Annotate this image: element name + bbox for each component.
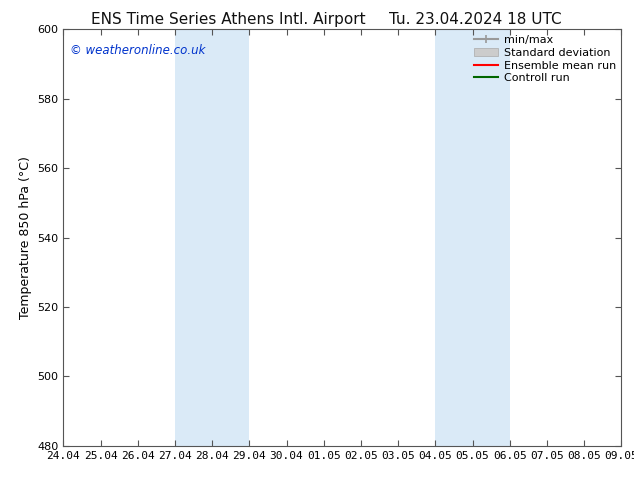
Bar [436, 29, 510, 446]
Text: © weatheronline.co.uk: © weatheronline.co.uk [70, 44, 205, 57]
Y-axis label: Temperature 850 hPa (°C): Temperature 850 hPa (°C) [19, 156, 32, 319]
Legend: min/max, Standard deviation, Ensemble mean run, Controll run: min/max, Standard deviation, Ensemble me… [470, 32, 619, 87]
Text: Tu. 23.04.2024 18 UTC: Tu. 23.04.2024 18 UTC [389, 12, 562, 27]
Text: ENS Time Series Athens Intl. Airport: ENS Time Series Athens Intl. Airport [91, 12, 366, 27]
Bar [175, 29, 249, 446]
